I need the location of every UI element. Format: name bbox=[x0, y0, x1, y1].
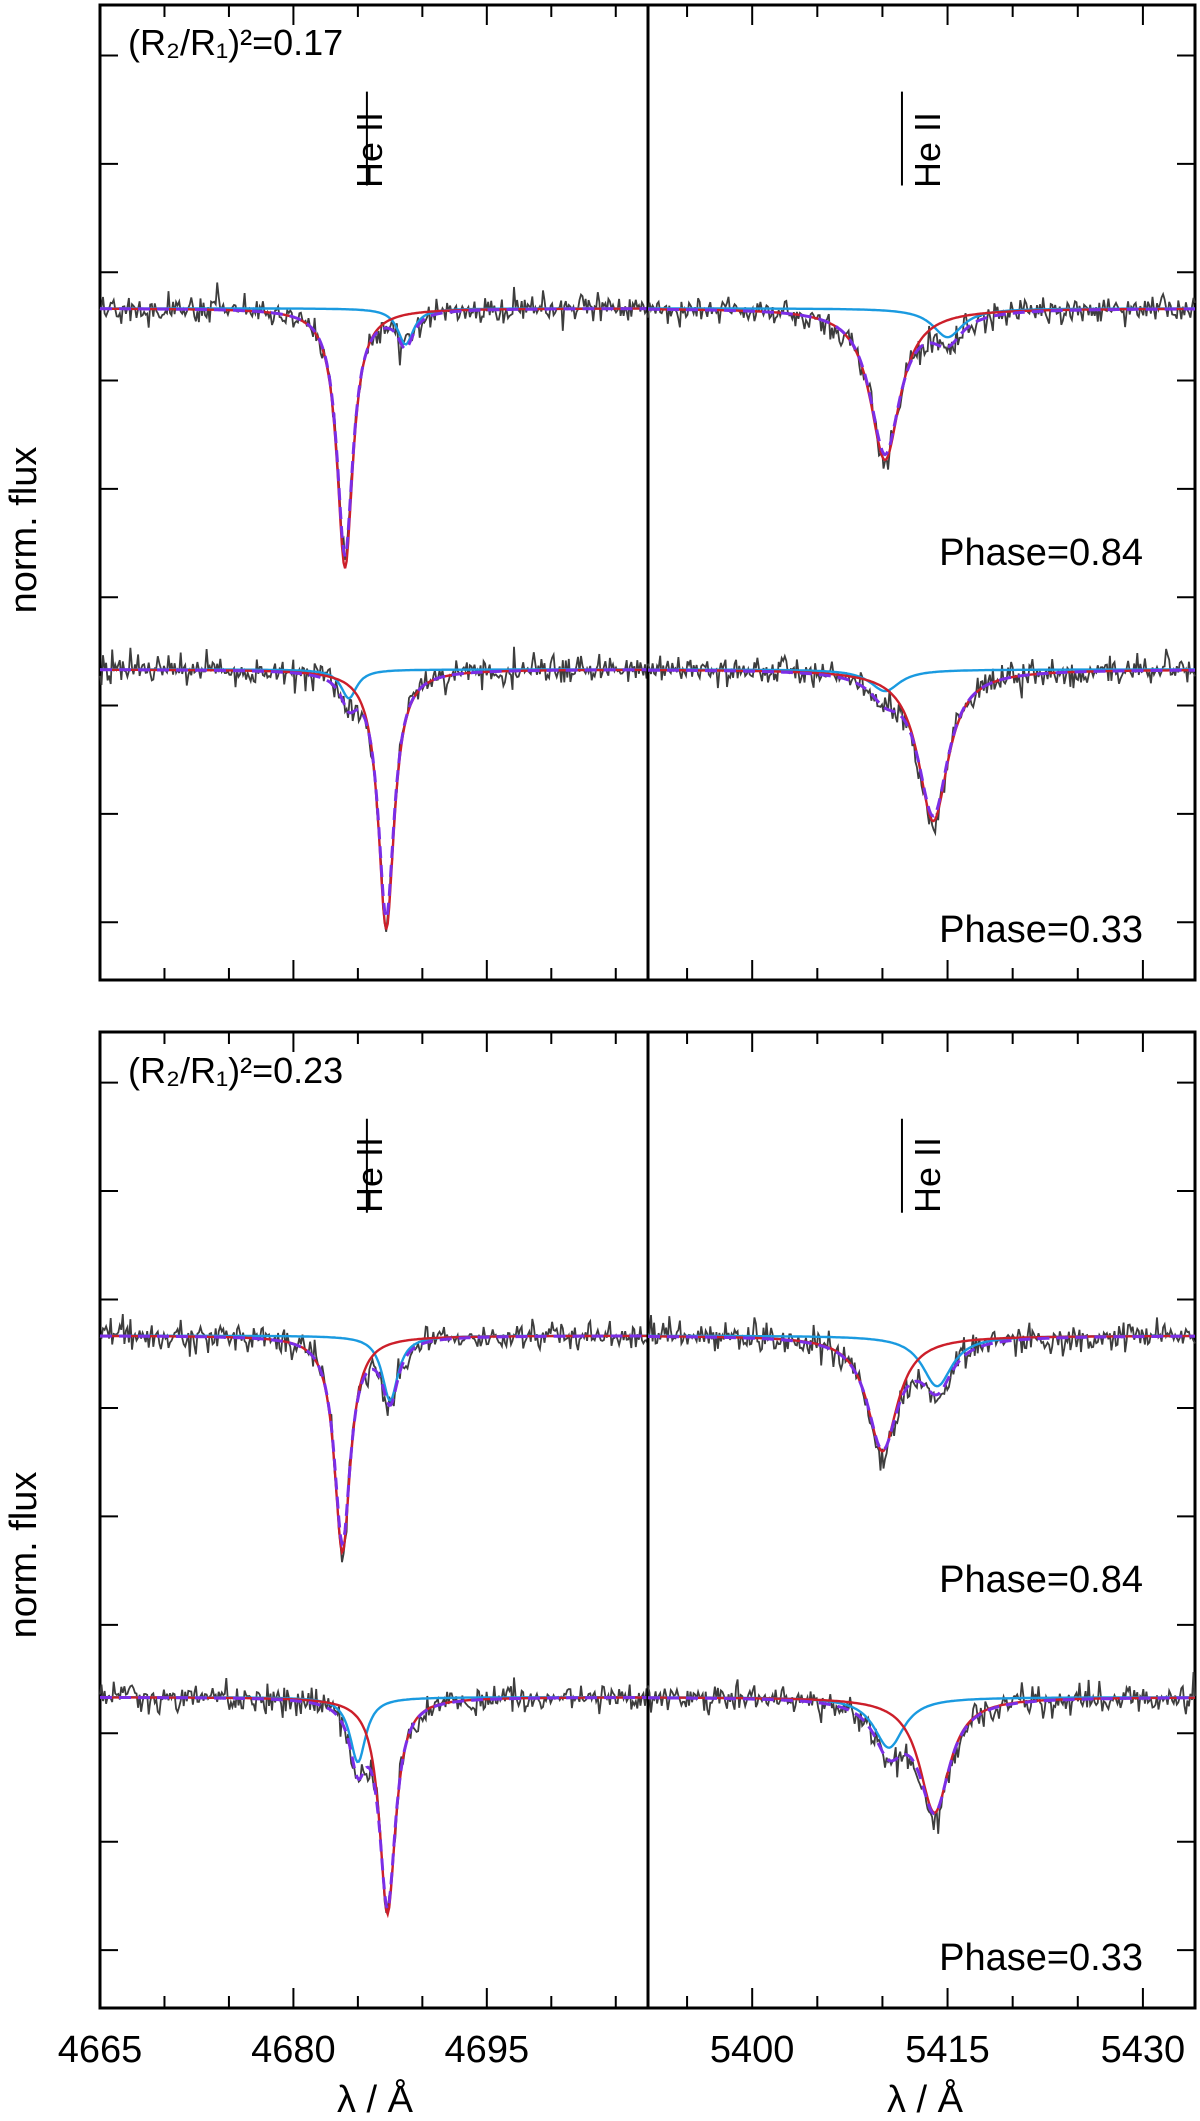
phase-label-bottom-b: Phase=0.33 bbox=[939, 1937, 1143, 1979]
secondary-model-r1-c0-0 bbox=[100, 1334, 648, 1402]
composite-model-r0-c0-0 bbox=[100, 307, 648, 557]
primary-model-r1-c0-1 bbox=[100, 1696, 648, 1919]
observed-spectrum-r0-c0-0 bbox=[99, 282, 649, 561]
observed-spectrum-r0-c1-1 bbox=[647, 648, 1196, 837]
phase-label-bottom-a: Phase=0.84 bbox=[939, 1559, 1143, 1601]
ylabel-bottom: norm. flux bbox=[3, 1472, 45, 1639]
ratio-label-top: (R₂/R₁)²=0.17 bbox=[128, 22, 343, 63]
composite-model-r1-c1-0 bbox=[648, 1334, 1195, 1452]
composite-model-r0-c0-1 bbox=[100, 668, 648, 919]
x-tick-label-4695: 4695 bbox=[445, 2029, 530, 2071]
observed-spectrum-r1-c0-0 bbox=[99, 1314, 649, 1563]
x-tick-label-5415: 5415 bbox=[905, 2029, 990, 2071]
x-tick-label-5430: 5430 bbox=[1101, 2029, 1186, 2071]
observed-spectrum-r1-c1-0 bbox=[647, 1315, 1196, 1471]
primary-model-r1-c1-0 bbox=[648, 1334, 1195, 1453]
observed-spectrum-r0-c0-1 bbox=[99, 646, 649, 932]
x-tick-label-4680: 4680 bbox=[251, 2029, 336, 2071]
phase-label-top-b: Phase=0.33 bbox=[939, 909, 1143, 951]
primary-model-r1-c1-1 bbox=[648, 1696, 1195, 1814]
composite-model-r0-c1-0 bbox=[648, 307, 1195, 457]
composite-model-r1-c1-1 bbox=[647, 1696, 1195, 1816]
primary-model-r0-c0-0 bbox=[100, 307, 648, 569]
composite-model-r0-c1-1 bbox=[648, 668, 1195, 818]
x-tick-label-4665: 4665 bbox=[58, 2029, 143, 2071]
heii-label-bottom-left: He II bbox=[349, 1137, 390, 1213]
xlabel-left: λ / Å bbox=[337, 2077, 414, 2121]
ratio-label-bottom: (R₂/R₁)²=0.23 bbox=[128, 1050, 343, 1091]
xlabel-right: λ / Å bbox=[887, 2077, 964, 2121]
phase-label-top-a: Phase=0.84 bbox=[939, 532, 1143, 574]
secondary-model-r1-c1-1 bbox=[648, 1696, 1195, 1749]
panel-frame-r0-c1 bbox=[646, 3, 1197, 982]
panel-frame-r1-c1 bbox=[646, 1030, 1197, 2010]
secondary-model-r1-c0-1 bbox=[100, 1696, 648, 1764]
ylabel-top: norm. flux bbox=[3, 447, 45, 614]
observed-spectrum-r0-c1-0 bbox=[647, 291, 1196, 470]
primary-model-r0-c1-1 bbox=[648, 668, 1195, 823]
primary-model-r0-c0-1 bbox=[100, 668, 648, 930]
x-tick-label-5400: 5400 bbox=[710, 2029, 795, 2071]
heii-label-top-left: He II bbox=[349, 112, 390, 188]
heii-label-top-right: He II bbox=[907, 112, 948, 188]
observed-spectrum-r1-c1-1 bbox=[647, 1671, 1196, 1834]
primary-model-r0-c1-0 bbox=[648, 307, 1195, 462]
composite-model-r1-c0-1 bbox=[100, 1695, 648, 1914]
composite-model-r1-c0-0 bbox=[100, 1334, 648, 1548]
heii-label-bottom-right: He II bbox=[907, 1137, 948, 1213]
